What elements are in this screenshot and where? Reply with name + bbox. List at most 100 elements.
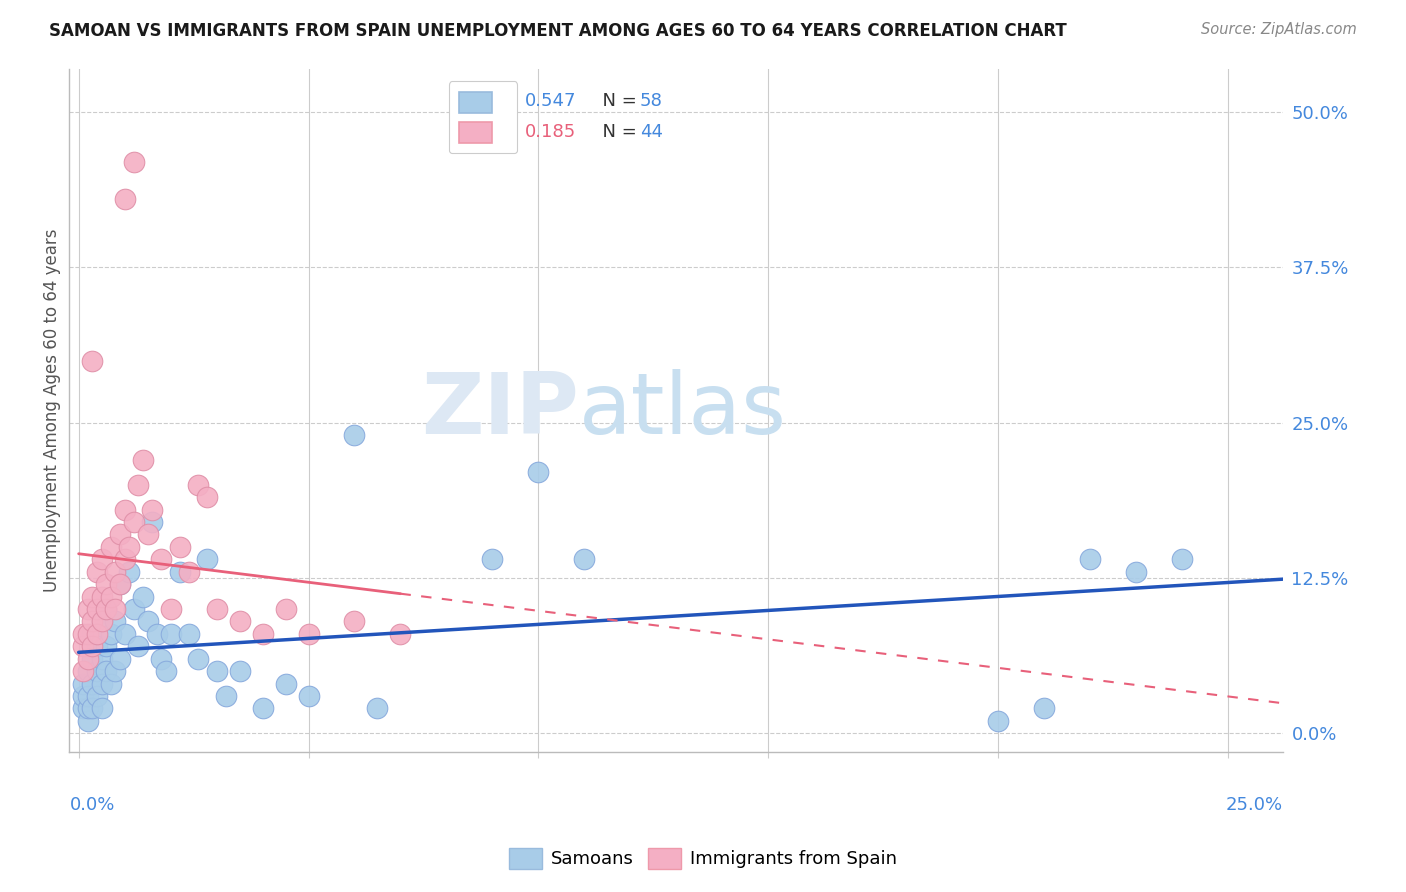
- Point: [122, 602, 145, 616]
- Point: [987, 714, 1010, 728]
- Point: [1033, 701, 1056, 715]
- Point: [343, 428, 366, 442]
- Point: [343, 615, 366, 629]
- Text: 25.0%: 25.0%: [1226, 797, 1284, 814]
- Point: [155, 664, 177, 678]
- Point: [122, 154, 145, 169]
- Point: [146, 627, 169, 641]
- Point: [195, 552, 218, 566]
- Point: [108, 527, 131, 541]
- Point: [127, 477, 149, 491]
- Point: [90, 552, 112, 566]
- Point: [86, 664, 108, 678]
- Text: N =: N =: [592, 123, 643, 141]
- Point: [114, 552, 136, 566]
- Point: [96, 577, 118, 591]
- Point: [389, 627, 412, 641]
- Point: [274, 676, 297, 690]
- Text: 58: 58: [640, 93, 662, 111]
- Point: [205, 664, 228, 678]
- Point: [1078, 552, 1101, 566]
- Point: [177, 627, 200, 641]
- Point: [82, 640, 104, 654]
- Point: [90, 701, 112, 715]
- Text: Source: ZipAtlas.com: Source: ZipAtlas.com: [1201, 22, 1357, 37]
- Point: [574, 552, 596, 566]
- Point: [169, 540, 191, 554]
- Point: [104, 664, 127, 678]
- Point: [86, 640, 108, 654]
- Point: [169, 565, 191, 579]
- Point: [76, 651, 98, 665]
- Point: [108, 577, 131, 591]
- Point: [82, 627, 104, 641]
- Point: [82, 590, 104, 604]
- Point: [122, 515, 145, 529]
- Y-axis label: Unemployment Among Ages 60 to 64 years: Unemployment Among Ages 60 to 64 years: [44, 228, 60, 592]
- Point: [90, 676, 112, 690]
- Point: [82, 676, 104, 690]
- Point: [150, 552, 173, 566]
- Text: ZIP: ZIP: [422, 368, 579, 451]
- Point: [90, 615, 112, 629]
- Point: [205, 602, 228, 616]
- Point: [141, 502, 163, 516]
- Point: [108, 651, 131, 665]
- Point: [136, 527, 159, 541]
- Point: [527, 466, 550, 480]
- Point: [366, 701, 388, 715]
- Point: [132, 453, 155, 467]
- Point: [96, 602, 118, 616]
- Point: [76, 602, 98, 616]
- Point: [72, 627, 94, 641]
- Point: [114, 192, 136, 206]
- Point: [1125, 565, 1147, 579]
- Point: [100, 590, 122, 604]
- Point: [72, 676, 94, 690]
- Point: [274, 602, 297, 616]
- Point: [252, 627, 274, 641]
- Point: [132, 590, 155, 604]
- Point: [141, 515, 163, 529]
- Point: [90, 590, 112, 604]
- Point: [90, 615, 112, 629]
- Point: [104, 602, 127, 616]
- Point: [187, 477, 209, 491]
- Point: [100, 540, 122, 554]
- Point: [82, 701, 104, 715]
- Point: [159, 602, 181, 616]
- Point: [76, 714, 98, 728]
- Point: [96, 664, 118, 678]
- Point: [86, 689, 108, 703]
- Point: [177, 565, 200, 579]
- Text: 0.0%: 0.0%: [69, 797, 115, 814]
- Legend: , : ,: [449, 81, 517, 153]
- Point: [82, 615, 104, 629]
- Text: R =: R =: [482, 123, 527, 141]
- Text: 0.185: 0.185: [524, 123, 576, 141]
- Point: [82, 353, 104, 368]
- Point: [215, 689, 238, 703]
- Point: [127, 640, 149, 654]
- Point: [252, 701, 274, 715]
- Point: [114, 502, 136, 516]
- Point: [1171, 552, 1194, 566]
- Point: [118, 540, 141, 554]
- Text: 44: 44: [640, 123, 662, 141]
- Point: [136, 615, 159, 629]
- Point: [96, 640, 118, 654]
- Point: [76, 627, 98, 641]
- Point: [118, 565, 141, 579]
- Point: [228, 615, 250, 629]
- Point: [72, 640, 94, 654]
- Point: [76, 664, 98, 678]
- Point: [82, 651, 104, 665]
- Point: [108, 577, 131, 591]
- Point: [104, 565, 127, 579]
- Point: [150, 651, 173, 665]
- Point: [72, 701, 94, 715]
- Point: [72, 664, 94, 678]
- Point: [297, 627, 319, 641]
- Point: [86, 602, 108, 616]
- Point: [76, 689, 98, 703]
